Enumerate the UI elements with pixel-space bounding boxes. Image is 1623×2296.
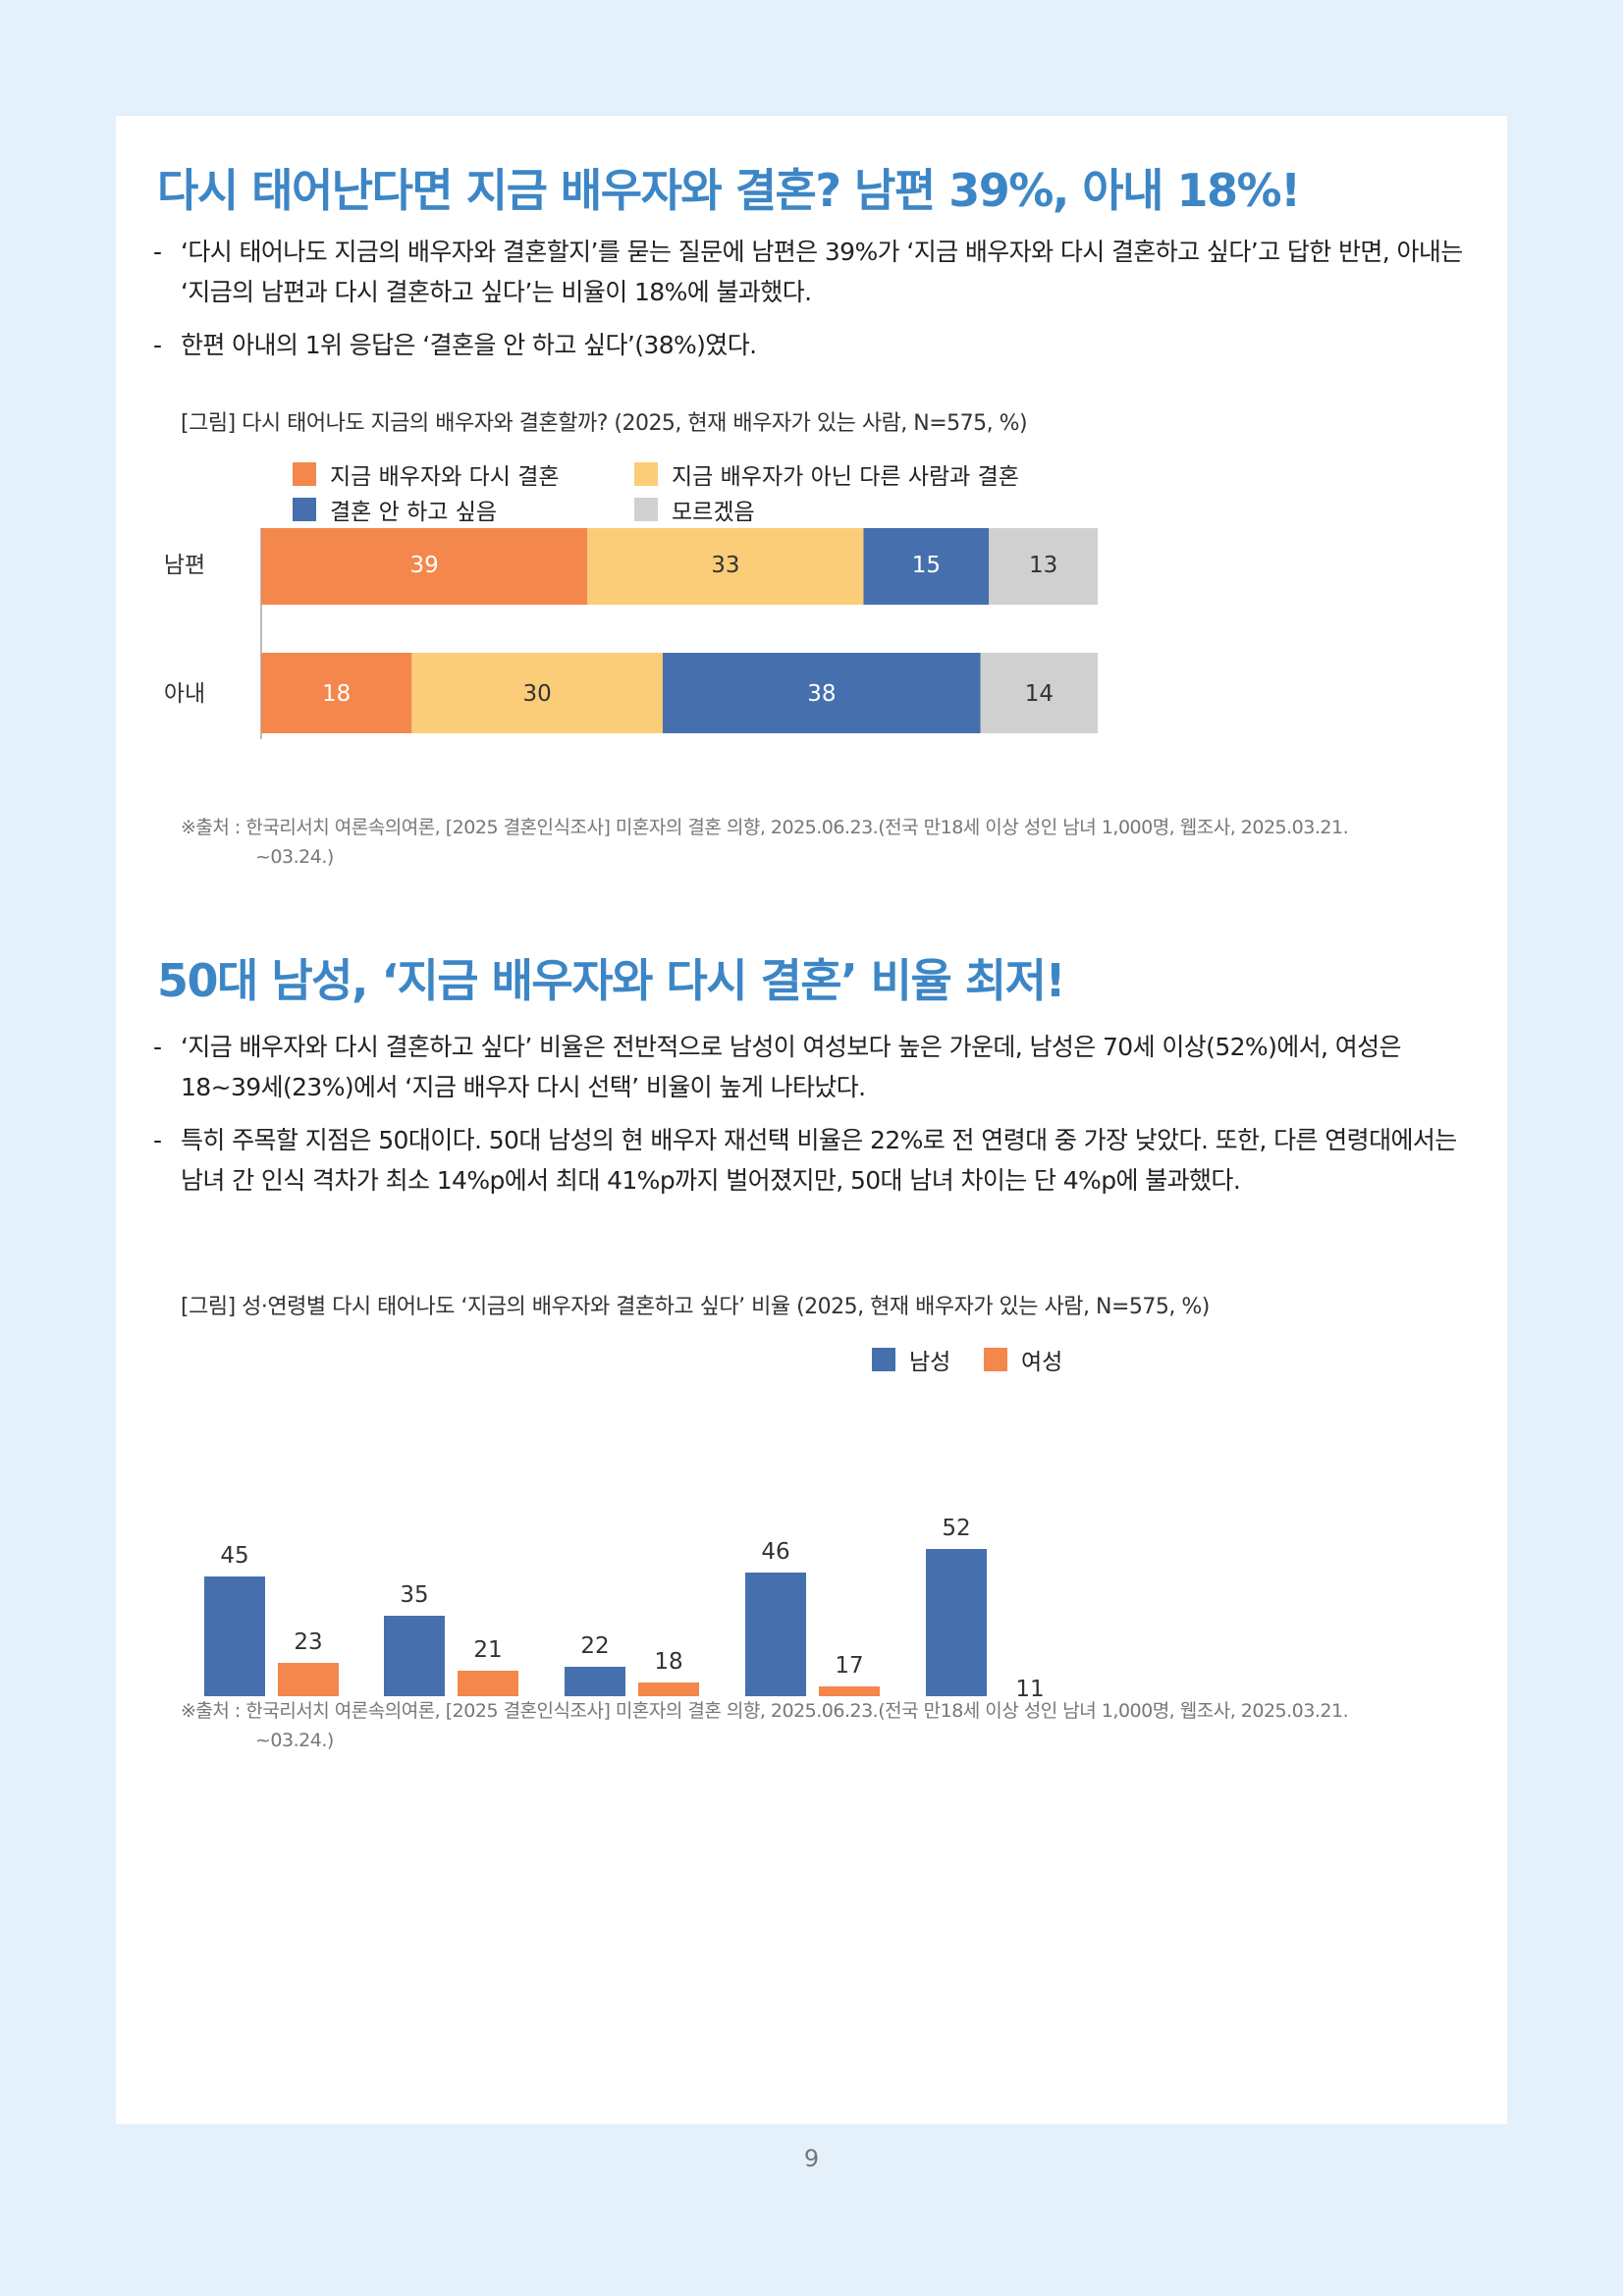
legend-item-male: 남성 [872, 1343, 950, 1376]
legend-swatch [634, 462, 658, 486]
page-number: 9 [803, 2145, 820, 2172]
source-line-2: ~03.24.) [255, 1730, 334, 1751]
bar-segment [863, 528, 990, 605]
legend-label: 모르겠음 [672, 500, 755, 525]
bar [819, 1686, 880, 1696]
data-label: 45 [220, 1543, 248, 1569]
data-label: 18 [322, 681, 351, 707]
data-label: 11 [1015, 1677, 1044, 1696]
bar-segment [989, 528, 1098, 605]
bar-segment [261, 528, 588, 605]
figure1-source: ※출처 : 한국리서치 여론속의여론, [2025 결혼인식조사] 미혼자의 결… [181, 813, 1457, 872]
bar [926, 1549, 987, 1696]
legend-label: 결혼 안 하고 싶음 [330, 500, 498, 525]
section2-bullet-2: 특히 주목할 지점은 50대이다. 50대 남성의 현 배우자 재선택 비율은 … [153, 1120, 1469, 1201]
data-label: 46 [761, 1539, 789, 1565]
source-line-1: ※출처 : 한국리서치 여론속의여론, [2025 결혼인식조사] 미혼자의 결… [181, 817, 1349, 838]
figure2-caption: [그림] 성·연령별 다시 태어나도 ‘지금의 배우자와 결혼하고 싶다’ 비율… [181, 1295, 1210, 1319]
legend-label: 여성 [1021, 1350, 1063, 1375]
legend-swatch [293, 462, 316, 486]
legend-swatch [293, 498, 316, 521]
data-label: 17 [835, 1653, 863, 1679]
data-label: 35 [400, 1582, 428, 1608]
legend-item-s1: 지금 배우자가 아닌 다른 사람과 결혼 [634, 457, 1019, 491]
legend-label: 지금 배우자와 다시 결혼 [330, 464, 560, 490]
data-label: 33 [711, 553, 739, 578]
data-label: 18 [654, 1649, 682, 1675]
bar-segment [261, 653, 412, 733]
data-label: 13 [1029, 553, 1057, 578]
bar-segment [587, 528, 864, 605]
legend-item-s3: 모르겠음 [634, 493, 755, 526]
data-label: 38 [807, 681, 836, 707]
data-label: 30 [523, 681, 552, 707]
source-line-1: ※출처 : 한국리서치 여론속의여론, [2025 결혼인식조사] 미혼자의 결… [181, 1700, 1349, 1722]
section2-bullet-1: ‘지금 배우자와 다시 결혼하고 싶다’ 비율은 전반적으로 남성이 여성보다 … [153, 1027, 1469, 1107]
section2-title: 50대 남성, ‘지금 배우자와 다시 결혼’ 비율 최저! [157, 954, 1065, 1007]
data-label: 15 [912, 553, 941, 578]
legend-item-female: 여성 [984, 1343, 1062, 1376]
data-label: 52 [942, 1516, 970, 1541]
legend-label: 남성 [909, 1350, 951, 1375]
data-label: 23 [294, 1629, 322, 1655]
figure1-caption: [그림] 다시 태어나도 지금의 배우자와 결혼할까? (2025, 현재 배우… [181, 411, 1028, 436]
source-line-2: ~03.24.) [255, 846, 334, 868]
bar-segment [662, 653, 981, 733]
document-page: 다시 태어난다면 지금 배우자와 결혼? 남편 39%, 아내 18%! ‘다시… [116, 116, 1507, 2124]
bar [745, 1573, 806, 1696]
section1-bullets: ‘다시 태어나도 지금의 배우자와 결혼할지’를 묻는 질문에 남편은 39%가… [153, 232, 1469, 378]
category-label: 아내 [164, 681, 205, 707]
bar [384, 1616, 445, 1696]
data-label: 14 [1025, 681, 1054, 707]
bar [565, 1667, 625, 1696]
bar-segment [411, 653, 663, 733]
legend-label: 지금 배우자가 아닌 다른 사람과 결혼 [672, 464, 1019, 490]
data-label: 22 [580, 1633, 609, 1659]
legend-item-s2: 결혼 안 하고 싶음 [293, 493, 497, 526]
bar [458, 1671, 518, 1696]
section2-bullets: ‘지금 배우자와 다시 결혼하고 싶다’ 비율은 전반적으로 남성이 여성보다 … [153, 1027, 1469, 1213]
data-label: 21 [473, 1637, 502, 1663]
figure2-source: ※출처 : 한국리서치 여론속의여론, [2025 결혼인식조사] 미혼자의 결… [181, 1696, 1457, 1755]
data-label: 39 [409, 553, 438, 578]
legend-swatch [984, 1348, 1007, 1371]
legend-swatch [634, 498, 658, 521]
stacked-bar-chart: 남편 39 33 15 13 아내 18 30 38 14 [164, 528, 1098, 739]
category-label: 남편 [164, 553, 205, 578]
legend-swatch [872, 1348, 895, 1371]
bar [638, 1682, 699, 1696]
section1-bullet-1: ‘다시 태어나도 지금의 배우자와 결혼할지’를 묻는 질문에 남편은 39%가… [153, 232, 1469, 312]
legend-item-s0: 지금 배우자와 다시 결혼 [293, 457, 560, 491]
grouped-bar-chart: 452318~39세352140대221850대461760대521170세 이… [204, 1516, 1045, 1696]
section1-title: 다시 태어난다면 지금 배우자와 결혼? 남편 39%, 아내 18%! [157, 164, 1301, 217]
bar-segment [980, 653, 1098, 733]
bar [278, 1663, 339, 1696]
section1-bullet-2: 한편 아내의 1위 응답은 ‘결혼을 안 하고 싶다’(38%)였다. [153, 325, 1469, 365]
bar [204, 1576, 265, 1696]
